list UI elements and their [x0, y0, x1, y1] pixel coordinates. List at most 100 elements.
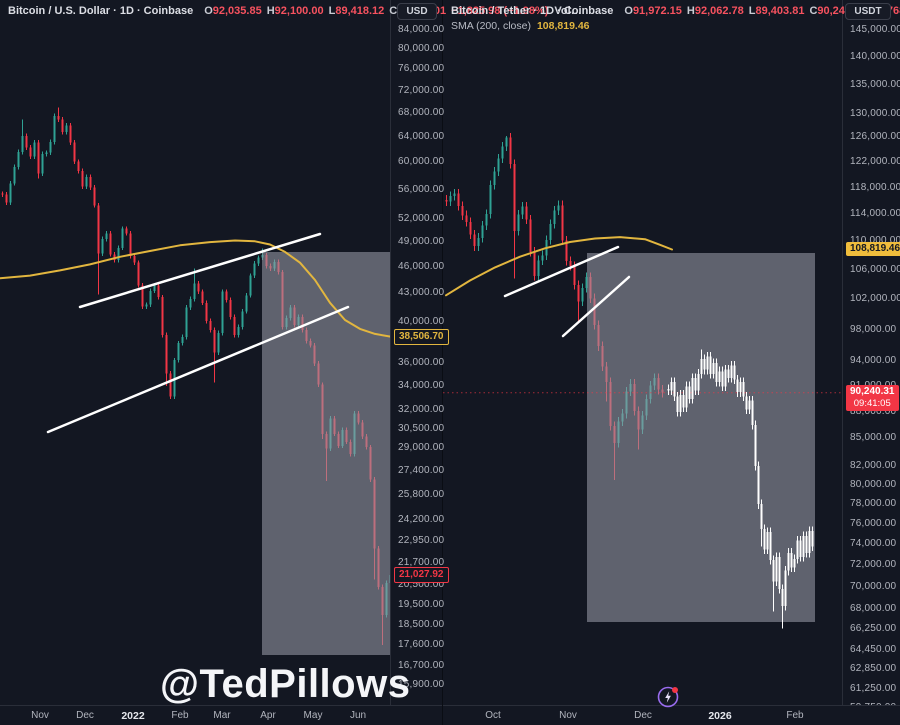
symbol-title: Bitcoin / U.S. Dollar · 1D · Coinbase	[8, 5, 194, 17]
highlight-box	[587, 253, 815, 622]
price-tick-label: 76,000.00	[850, 518, 897, 530]
high-label: H	[686, 5, 695, 17]
price-tick-label: 102,000.00	[850, 293, 900, 305]
price-tick-label: 68,000.00	[398, 107, 445, 119]
price-tick-label: 85,000.00	[850, 432, 897, 444]
price-tick-label: 36,000.00	[398, 357, 445, 369]
low-label: L	[328, 5, 336, 17]
price-tick-label: 64,000.00	[398, 131, 445, 142]
price-axis-btcusdt[interactable]: 145,000.00 140,000.00 135,000.00 130,000.00…	[842, 0, 900, 713]
price-tick-label: 43,000.00	[398, 287, 445, 299]
sma-legend: SMA (200, close) 108,819.46	[451, 20, 900, 33]
price-tick-label: 64,450.00	[850, 644, 897, 656]
close-label: C	[389, 5, 398, 17]
trendline-upper	[78, 232, 322, 309]
price-tick-label: 22,950.00	[398, 534, 445, 546]
chart-panel-btcusdt: 145,000.00 140,000.00 135,000.00 130,000.00…	[443, 0, 900, 725]
low-label: L	[748, 5, 756, 17]
price-tick-label: 106,000.00	[850, 263, 900, 275]
price-tick-label: 126,000.00	[850, 131, 900, 143]
price-tick-label: 145,000.00	[850, 24, 900, 35]
price-tick-label: 76,000.00	[398, 63, 445, 75]
price-tick-label: 74,000.00	[850, 538, 897, 550]
price-tick-label: 15,900.00	[398, 678, 445, 690]
sma-value: 108,819.46	[536, 20, 590, 32]
price-tick-label: 20,500.00	[398, 578, 445, 590]
price-tick-label: 88,000.00	[850, 405, 897, 417]
projected-candles	[667, 349, 814, 629]
highlight-box	[262, 252, 392, 655]
price-tick-label: 52,000.00	[398, 212, 445, 224]
open-label: O	[624, 5, 633, 17]
time-tick-label: Dec	[76, 710, 94, 721]
time-tick-label: Mar	[213, 710, 231, 721]
open-value: 91,972.15	[632, 5, 682, 17]
time-tick-label: Oct	[485, 710, 501, 721]
time-tick-label: Dec	[634, 710, 652, 721]
symbol-title: Bitcoin / Tether · 1D · Coinbase	[451, 5, 614, 17]
high-value: 92,100.00	[274, 5, 324, 17]
price-tick-label: 25,800.00	[398, 488, 445, 500]
price-tick-label: 27,400.00	[398, 464, 445, 476]
price-tick-label: 130,000.00	[850, 107, 900, 119]
price-tick-label: 66,250.00	[850, 623, 897, 635]
time-axis-btcusd[interactable]: Nov Dec 2022 Feb Mar Apr May Jun	[0, 705, 442, 725]
candlestick-chart-btcusdt[interactable]	[443, 0, 841, 705]
low-value: 89,418.12	[335, 5, 385, 17]
currency-toggle-usd[interactable]: USD	[397, 3, 437, 20]
time-tick-label: May	[303, 710, 323, 721]
time-tick-label: 2022	[121, 710, 145, 722]
price-tick-label: 61,250.00	[850, 683, 897, 695]
price-tick-label: 60,000.00	[398, 156, 445, 168]
price-tick-label: 70,000.00	[850, 580, 897, 592]
price-label: 38,506.70	[394, 328, 449, 345]
trendline-lower	[561, 275, 631, 338]
price-tick-label: 18,500.00	[398, 619, 445, 631]
chart-panel-btcusd: 84,000.00 80,000.00 76,000.00 72,000.00 68,0…	[0, 0, 582, 725]
countdown-timer: 09:41:05	[853, 397, 891, 409]
price-axis-btcusd[interactable]: 84,000.00 80,000.00 76,000.00 72,000.00 68,0…	[390, 0, 449, 705]
price-tick-label: 122,000.00	[850, 156, 900, 168]
trendline-lower	[46, 305, 350, 434]
price-tick-label: 135,000.00	[850, 78, 900, 90]
open-value: 92,035.85	[212, 5, 262, 17]
price-tick-label: 72,000.00	[850, 559, 897, 571]
price-tick-label: 114,000.00	[850, 207, 900, 219]
watermark-handle: @TedPillows	[160, 662, 411, 706]
price-tick-label: 110,000.00	[850, 235, 900, 247]
price-tick-label: 62,850.00	[850, 663, 897, 675]
price-tick-label: 68,000.00	[850, 603, 897, 615]
sma-200-line	[445, 236, 673, 297]
close-label: C	[809, 5, 818, 17]
volume-label: Vol…	[554, 5, 582, 17]
high-value: 92,062.78	[694, 5, 744, 17]
price-tick-label: 72,000.00	[398, 84, 445, 96]
low-value: 89,403.81	[755, 5, 805, 17]
candlestick-chart-btcusd[interactable]	[0, 0, 392, 705]
price-tick-label: 82,000.00	[850, 459, 897, 471]
time-tick-label: Feb	[786, 710, 804, 721]
change-value: −1,825.98 (−1.98%)	[451, 5, 549, 17]
sma-name: SMA (200, close)	[451, 20, 531, 32]
price-tick-label: 94,000.00	[850, 355, 897, 367]
price-tick-label: 30,500.00	[398, 422, 445, 434]
price-tick-label: 17,600.00	[398, 639, 445, 650]
sma-200-line	[0, 239, 392, 338]
high-label: H	[266, 5, 275, 17]
time-tick-label: Jun	[349, 710, 367, 721]
price-tick-label: 16,700.00	[398, 659, 445, 671]
trendline-upper	[503, 245, 620, 298]
flash-events-icon[interactable]	[656, 685, 680, 709]
currency-toggle-usdt[interactable]: USDT	[845, 3, 891, 20]
price-tick-label: 21,700.00	[398, 556, 445, 568]
price-tick-label: 98,000.00	[850, 323, 897, 335]
price-tick-label: 78,000.00	[850, 498, 897, 510]
price-tick-label: 19,500.00	[398, 598, 445, 610]
price-tick-label: 32,000.00	[398, 403, 445, 415]
price-label: 108,819.46	[846, 241, 900, 256]
price-tick-label: 56,000.00	[398, 183, 445, 195]
price-tick-label: 34,000.00	[398, 379, 445, 391]
price-tick-label: 29,000.00	[398, 442, 445, 454]
price-tick-label: 80,000.00	[398, 43, 445, 55]
